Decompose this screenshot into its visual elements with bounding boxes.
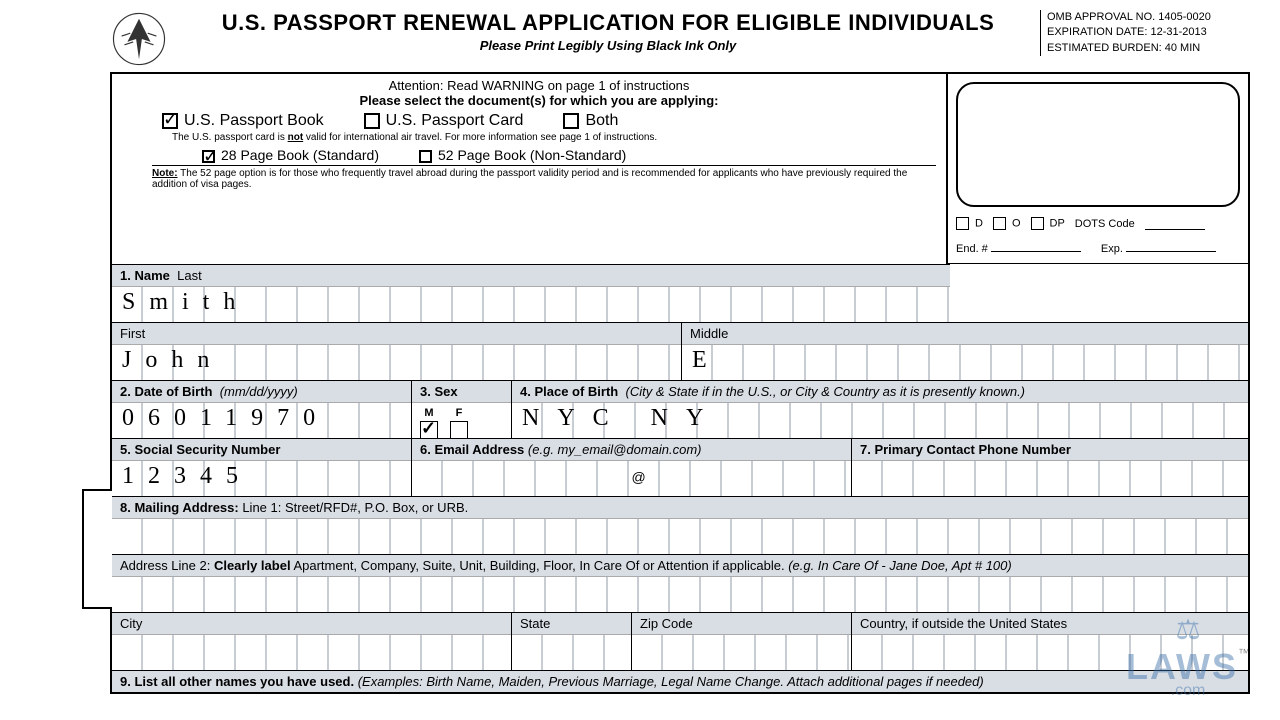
form-title: U.S. PASSPORT RENEWAL APPLICATION FOR EL… [176,10,1040,36]
input-zip[interactable] [632,634,851,670]
title-block: U.S. PASSPORT RENEWAL APPLICATION FOR EL… [176,10,1040,53]
label-city: City [112,612,511,634]
checkbox-o[interactable]: O [993,217,1021,230]
tab-notch [82,489,112,609]
input-state[interactable] [512,634,631,670]
input-name-first[interactable]: John [112,344,681,380]
label-name-first: First [112,322,681,344]
codes-row-2: End. # Exp. [956,240,1240,255]
input-city[interactable] [112,634,511,670]
select-prompt: Please select the document(s) for which … [142,93,936,108]
dots-code-field[interactable] [1145,218,1205,230]
input-email[interactable]: @ [412,460,851,496]
attention-text: Attention: Read WARNING on page 1 of ins… [142,78,936,93]
checkbox-both[interactable]: Both [563,112,618,130]
checkbox-dp[interactable]: DP [1031,217,1065,230]
row-dob-sex-pob: 2. Date of Birth (mm/dd/yyyy) 06011970 3… [112,380,1248,438]
label-mailing-2: Address Line 2: Clearly label Apartment,… [112,554,1248,576]
sex-f[interactable]: F [450,407,468,439]
us-seal-icon [110,10,168,68]
dots-code-label: DOTS Code [1075,218,1135,230]
photo-box [956,82,1240,207]
watermark-brand: LAWS [1126,646,1238,687]
checkbox-passport-card[interactable]: U.S. Passport Card [364,112,524,130]
document-selection: Attention: Read WARNING on page 1 of ins… [112,74,948,264]
form-subtitle: Please Print Legibly Using Black Ink Onl… [176,38,1040,53]
label-email: 6. Email Address (e.g. my_email@domain.c… [412,438,851,460]
watermark-tm: ™ [1238,646,1250,660]
header-row: U.S. PASSPORT RENEWAL APPLICATION FOR EL… [110,10,1250,68]
label-dob: 2. Date of Birth (mm/dd/yyyy) [112,380,411,402]
exp-field[interactable] [1126,240,1216,252]
end-label: End. # [956,243,988,255]
input-name-middle[interactable]: E [682,344,1248,380]
checkbox-passport-book[interactable]: U.S. Passport Book [162,112,324,130]
watermark: ⚖ LAWS™ .com [1126,613,1250,700]
sex-options: M F [412,402,511,438]
row-ssn-email-phone: 5. Social Security Number 12345 6. Email… [112,438,1248,496]
label-zip: Zip Code [632,612,851,634]
label-name-middle: Middle [682,322,1248,344]
page-note: Note: The 52 page option is for those wh… [152,165,936,190]
photo-area: D O DP DOTS Code End. # Exp. [948,74,1248,264]
form-body: Attention: Read WARNING on page 1 of ins… [110,72,1250,694]
page-count-row: 28 Page Book (Standard) 52 Page Book (No… [202,147,936,163]
input-dob[interactable]: 06011970 [112,402,411,438]
card-note: The U.S. passport card is not valid for … [172,132,936,143]
exp-label: Exp. [1101,243,1123,255]
sex-m[interactable]: M [420,407,438,439]
end-field[interactable] [991,240,1081,252]
label-ssn: 5. Social Security Number [112,438,411,460]
scales-icon: ⚖ [1126,613,1250,646]
checkbox-52-page[interactable]: 52 Page Book (Non-Standard) [419,147,626,163]
label-other-names: 9. List all other names you have used. (… [112,670,1248,692]
label-pob: 4. Place of Birth (City & State if in th… [512,380,1248,402]
label-sex: 3. Sex [412,380,511,402]
label-mailing-1: 8. Mailing Address: Line 1: Street/RFD#,… [112,496,1248,518]
expiration-date: EXPIRATION DATE: 12-31-2013 [1047,25,1250,40]
input-ssn[interactable]: 12345 [112,460,411,496]
label-phone: 7. Primary Contact Phone Number [852,438,1248,460]
top-section: Attention: Read WARNING on page 1 of ins… [112,74,1248,264]
doc-type-row: U.S. Passport Book U.S. Passport Card Bo… [162,112,936,130]
input-pob[interactable]: NYC NY [512,402,1248,438]
input-phone[interactable] [852,460,1248,496]
input-mailing-2[interactable] [112,576,1248,612]
approval-box: OMB APPROVAL NO. 1405-0020 EXPIRATION DA… [1040,10,1250,56]
codes-row-1: D O DP DOTS Code [956,217,1240,230]
label-state: State [512,612,631,634]
checkbox-28-page[interactable]: 28 Page Book (Standard) [202,147,379,163]
row-city-state-zip: City State Zip Code Country, if outside … [112,612,1248,670]
estimated-burden: ESTIMATED BURDEN: 40 MIN [1047,41,1250,56]
form-container: U.S. PASSPORT RENEWAL APPLICATION FOR EL… [110,10,1250,694]
omb-approval: OMB APPROVAL NO. 1405-0020 [1047,10,1250,25]
row-first-middle: First John Middle E [112,322,1248,380]
checkbox-d[interactable]: D [956,217,983,230]
label-name-last: 1. Name Last [112,264,950,286]
input-mailing-1[interactable] [112,518,1248,554]
input-name-last[interactable]: Smith [112,286,950,322]
